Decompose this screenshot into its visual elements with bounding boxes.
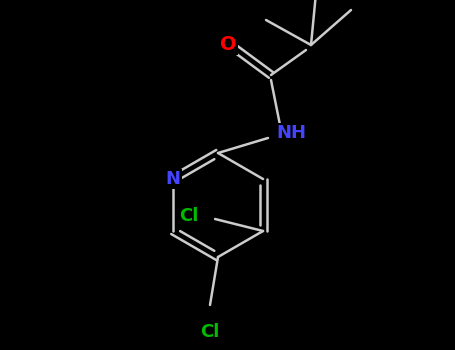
Text: Cl: Cl: [200, 323, 220, 341]
Text: O: O: [220, 35, 236, 54]
Text: N: N: [166, 170, 181, 188]
Text: NH: NH: [276, 124, 306, 142]
Text: Cl: Cl: [179, 207, 198, 225]
